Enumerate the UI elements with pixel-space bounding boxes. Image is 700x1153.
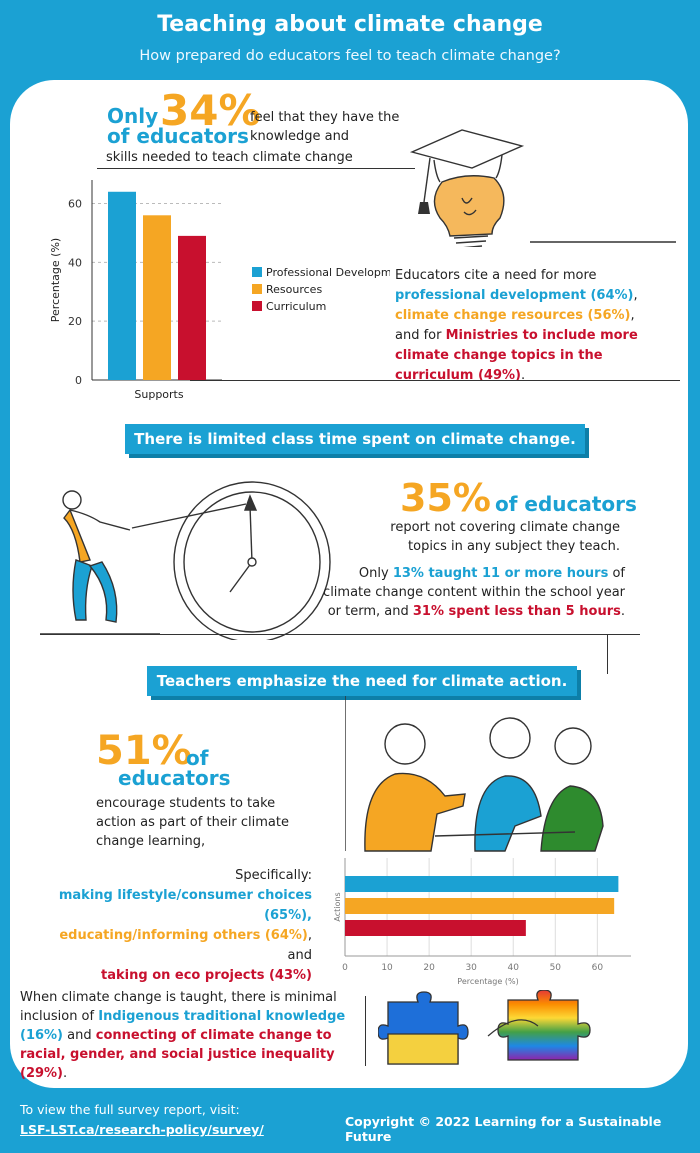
hours-end: . [620,604,625,619]
x-tick-label: 60 [592,963,604,973]
action-and: , and [287,928,312,963]
hours-13: 13% taught 11 or more hours [392,566,609,581]
banner-climate-action: Teachers emphasize the need for climate … [147,666,577,696]
x-tick-label: 40 [508,963,520,973]
legend-swatch [252,284,262,294]
action-bar [345,876,619,892]
stat-34-text-2: skills needed to teach climate change [106,150,353,165]
legend-label: Curriculum [266,300,326,313]
y-tick-label: 0 [75,374,82,387]
hours-text: Only 13% taught 11 or more hours of clim… [320,564,625,621]
hours-31: 31% spent less than 5 hours [412,604,621,619]
actions-bar-chart: 0 10 20 30 40 50 60 Percentage (%) Actions [333,858,631,986]
y-tick-label: 60 [68,198,82,211]
stat-34: 34% [160,86,261,135]
bar-professional-developme [108,191,136,380]
legend-label: Professional Developme [266,266,390,279]
footer-visit-text: To view the full survey report, visit: [20,1102,240,1117]
x-tick-label: Supports [134,388,183,401]
x-tick-label: 20 [423,963,435,973]
desc-intro: Educators cite a need for more [395,268,597,283]
y-axis-label: Percentage (%) [49,238,62,322]
desc-resources: climate change resources (56%) [395,308,631,323]
of-educators-label: of educators [495,492,637,516]
inclusion-text: When climate change is taught, there is … [20,988,370,1083]
inclusion-end: . [63,1066,68,1081]
banner-class-time: There is limited class time spent on cli… [125,424,585,454]
x-tick-label: 50 [550,963,562,973]
action-educating-row: educating/informing others (64%), and [40,926,312,966]
divider [190,380,680,381]
bar-curriculum [178,235,206,380]
legend-label: Resources [266,283,322,296]
legend-swatch [252,301,262,311]
only-label: Only [107,104,159,128]
page-subtitle: How prepared do educators feel to teach … [139,48,561,64]
action-educating: educating/informing others (64%) [59,928,308,943]
clock-tug-illustration [40,481,331,640]
divider [40,634,640,635]
stat-51: 51% [96,728,192,774]
bar-resources [143,215,171,380]
educators-label: educators [118,766,231,790]
of-label: of [186,746,209,770]
x-tick-label: 30 [465,963,477,973]
copyright-text: Copyright © 2022 Learning for a Sustaina… [345,1114,662,1144]
desc-and: , and [395,308,635,343]
page-title: Teaching about climate change [157,12,543,37]
x-tick-label: 10 [381,963,393,973]
action-bar [345,898,615,914]
y-tick-label: 20 [68,315,82,328]
x-axis-label: Percentage (%) [457,977,518,986]
hours-only: Only [358,566,389,581]
action-eco-projects: taking on eco projects (43%) [101,968,312,983]
of-educators-label: of educators [107,124,249,148]
divider [607,634,608,674]
desc-professional-development: professional development (64%) [395,288,634,303]
supports-description: Educators cite a need for more professio… [395,266,645,386]
survey-report-link[interactable]: LSF-LST.ca/research-policy/survey/ [20,1122,264,1137]
inclusion-intro: When climate change is taught, there is … [20,990,337,1024]
stat-51-text: encourage students to take action as par… [96,796,289,849]
inclusion-and: and [67,1028,92,1043]
y-tick-label: 40 [68,256,82,269]
inclusion-indigenous: Indigenous traditional knowledge (16%) [20,1009,346,1043]
stat-35-text: report not covering climate change topic… [390,520,620,554]
stat-34-text: feel that they have the knowledge and [250,110,400,144]
desc-comma: , [633,288,638,303]
hours-mid: of climate change content within the sch… [323,566,625,619]
divider [97,168,415,169]
y-axis-label: Actions [333,892,342,921]
inclusion-social-justice: connecting of climate change to racial, … [20,1028,335,1081]
x-tick-label: 0 [342,963,348,973]
desc-for: for [423,328,442,343]
actions-list: Specifically: making lifestyle/consumer … [40,866,312,986]
people-discussion-illustration [345,696,604,852]
action-lifestyle: making lifestyle/consumer choices (65%), [58,888,312,923]
divider [365,996,366,1066]
stat-35: 35% [400,476,491,520]
desc-ministries: Ministries to include more climate chang… [395,328,638,383]
legend-swatch [252,267,262,277]
puzzle-pieces-illustration [378,990,591,1065]
specifically-label: Specifically: [235,868,312,883]
desc-end: . [520,368,526,383]
supports-bar-chart: 0 20 40 60 Professional Developme Resources Cu… [49,180,390,401]
action-bar [345,920,526,936]
lightbulb-cap-illustration [409,129,676,247]
